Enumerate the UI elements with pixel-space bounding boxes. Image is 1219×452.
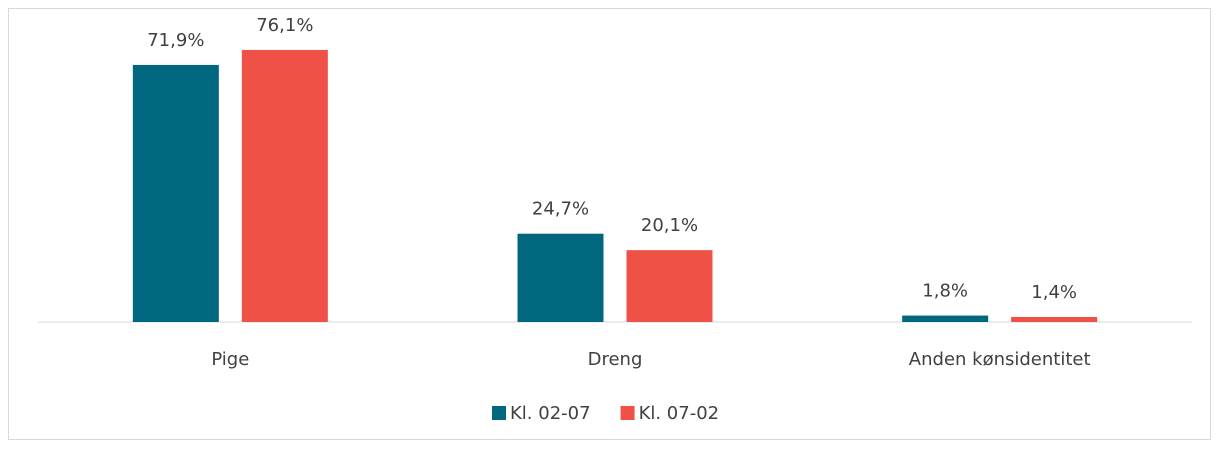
legend-swatch [620, 406, 635, 420]
x-tick-label: Dreng [588, 349, 643, 370]
bar [1011, 316, 1098, 322]
value-label: 1,4% [1031, 282, 1077, 303]
legend-label: Kl. 07-02 [639, 403, 720, 424]
value-label: 20,1% [641, 215, 698, 236]
x-tick-label: Pige [211, 349, 249, 370]
bar [241, 49, 328, 322]
value-label: 1,8% [922, 281, 968, 302]
value-label: 24,7% [532, 199, 589, 220]
legend-label: Kl. 02-07 [510, 403, 591, 424]
bar [517, 233, 604, 322]
value-label: 71,9% [147, 30, 204, 51]
value-label: 76,1% [256, 15, 313, 36]
bar [902, 315, 989, 322]
x-tick-label: Anden kønsidentitet [909, 349, 1091, 370]
legend-swatch [492, 406, 506, 420]
bar [626, 250, 713, 322]
bar [132, 64, 219, 323]
